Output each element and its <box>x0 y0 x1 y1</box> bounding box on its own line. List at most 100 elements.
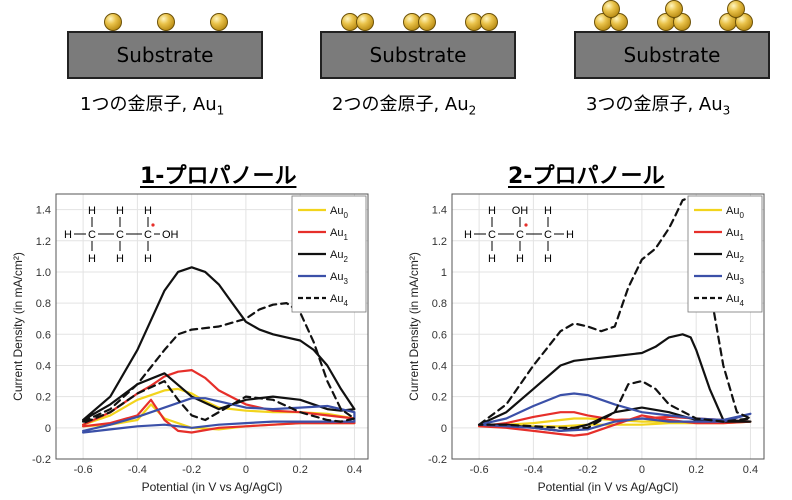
x-tick-label: -0.2 <box>182 464 201 476</box>
gold-atom <box>480 13 498 31</box>
y-axis-label: Current Density (in mA/cm²) <box>11 252 25 401</box>
gold-atom <box>665 0 683 18</box>
gold-atom <box>602 0 620 18</box>
caption-au2: 2つの金原子, Au2 <box>332 94 477 118</box>
y-tick-label: -0.2 <box>428 454 447 466</box>
hydrogen-atom: H <box>488 253 496 265</box>
y-tick-label: 1 <box>441 267 447 279</box>
carbon-atom: C <box>116 229 124 241</box>
hydrogen-atom: H <box>88 205 96 217</box>
plot-frame <box>451 193 765 460</box>
legend-label: Au0 <box>330 205 348 220</box>
hydrogen-atom: H <box>144 253 152 265</box>
gold-atom <box>418 13 436 31</box>
x-tick-label: 0.2 <box>689 464 704 476</box>
plot-frame <box>55 193 369 460</box>
x-tick-label: 0.4 <box>347 464 362 476</box>
carbon-atom: C <box>516 229 524 241</box>
series-line-au3 <box>478 392 752 432</box>
x-tick-label: -0.6 <box>74 464 93 476</box>
y-axis-label: Current Density (in mA/cm²) <box>407 252 421 401</box>
y-tick-label: 0 <box>45 423 51 435</box>
legend: Au0 Au1 Au2 Au3 Au4 <box>291 195 367 313</box>
radical-marker <box>524 223 528 227</box>
y-tick-label: 0.6 <box>36 329 51 341</box>
substrate-2: Substrate <box>320 31 516 79</box>
gold-atom <box>735 13 753 31</box>
hydrogen-atom: H <box>488 205 496 217</box>
x-tick-label: 0.2 <box>293 464 308 476</box>
y-tick-label: 0.2 <box>36 392 51 404</box>
substrate-1: Substrate <box>67 31 263 79</box>
legend-label: Au0 <box>726 205 744 220</box>
legend-label: Au2 <box>330 249 348 264</box>
hydrogen-atom: H <box>144 205 152 217</box>
y-tick-label: 1.4 <box>36 205 51 217</box>
substrate-3: Substrate <box>574 31 770 79</box>
y-tick-label: 1.2 <box>36 236 51 248</box>
y-tick-label: 0.8 <box>36 298 51 310</box>
gold-atom <box>104 13 122 31</box>
y-tick-label: 0.8 <box>432 298 447 310</box>
chart-title-2-propanol: 2-プロパノール <box>508 164 665 189</box>
x-tick-label: -0.4 <box>524 464 543 476</box>
carbon-atom: C <box>544 229 552 241</box>
y-tick-label: 0.6 <box>432 329 447 341</box>
gold-atom <box>673 13 691 31</box>
legend-label: Au2 <box>726 249 744 264</box>
chart-1-propanol: -0.6 -0.4 -0.2 0 0.2 0.4 -0.2 0 0.2 0.4 0.6 0.8 1.0 1… <box>11 193 369 494</box>
series-line-au4 <box>82 302 356 425</box>
x-tick-label: 0 <box>639 464 645 476</box>
x-tick-label: -0.4 <box>128 464 147 476</box>
hydrogen-atom: H <box>544 253 552 265</box>
radical-marker <box>151 223 155 227</box>
carbon-atom: C <box>488 229 496 241</box>
legend: Au0 Au1 Au2 Au3 Au4 <box>687 195 763 313</box>
caption-au1: 1つの金原子, Au1 <box>80 94 225 118</box>
gold-atom <box>610 13 628 31</box>
hydroxyl-group: OH <box>162 229 179 241</box>
series-line-au3 <box>82 397 356 434</box>
legend-label: Au1 <box>726 227 744 242</box>
hydrogen-atom: H <box>566 229 574 241</box>
legend-label: Au3 <box>330 271 348 286</box>
legend-label: Au4 <box>330 293 348 308</box>
carbon-atom: C <box>88 229 96 241</box>
substrate-label: Substrate <box>116 43 214 67</box>
gold-atom <box>157 13 175 31</box>
chart-title-1-propanol: 1-プロパノール <box>140 164 297 189</box>
hydrogen-atom: H <box>64 229 72 241</box>
substrate-label: Substrate <box>623 43 721 67</box>
y-tick-label: 0.2 <box>432 392 447 404</box>
gold-atom <box>727 0 745 18</box>
x-axis-label: Potential (in V vs Ag/AgCl) <box>142 480 283 494</box>
y-tick-label: -0.2 <box>32 454 51 466</box>
y-tick-label: 0.4 <box>36 360 51 372</box>
legend-label: Au3 <box>726 271 744 286</box>
x-tick-label: -0.2 <box>578 464 597 476</box>
legend-label: Au4 <box>726 293 744 308</box>
y-tick-label: 1.2 <box>432 236 447 248</box>
carbon-atom: C <box>144 229 152 241</box>
x-tick-label: 0.4 <box>743 464 758 476</box>
hydrogen-atom: H <box>516 253 524 265</box>
gold-atom <box>210 13 228 31</box>
y-tick-label: 1.4 <box>432 205 447 217</box>
y-tick-label: 0.4 <box>432 360 447 372</box>
series-line-au2 <box>478 333 752 432</box>
y-tick-label: 0 <box>441 423 447 435</box>
hydrogen-atom: H <box>116 253 124 265</box>
substrate-label: Substrate <box>369 43 467 67</box>
x-tick-label: 0 <box>243 464 249 476</box>
hydrogen-atom: H <box>544 205 552 217</box>
chart-2-propanol: -0.6 -0.4 -0.2 0 0.2 0.4 -0.2 0 0.2 0.4 0.6 0.8 1 1.2… <box>407 193 765 494</box>
hydroxyl-group: OH <box>512 205 529 217</box>
y-tick-label: 1.0 <box>36 267 51 279</box>
x-axis-label: Potential (in V vs Ag/AgCl) <box>538 480 679 494</box>
series-line-au2 <box>82 266 356 422</box>
hydrogen-atom: H <box>464 229 472 241</box>
x-tick-label: -0.6 <box>470 464 489 476</box>
caption-au3: 3つの金原子, Au3 <box>586 94 731 118</box>
gold-atom <box>356 13 374 31</box>
